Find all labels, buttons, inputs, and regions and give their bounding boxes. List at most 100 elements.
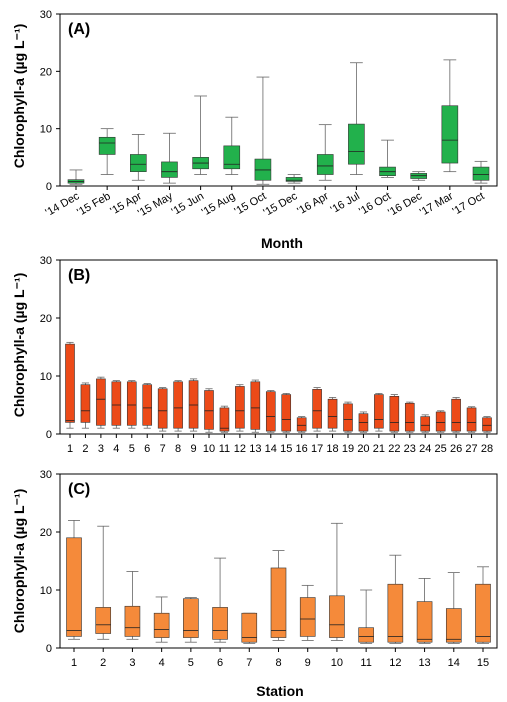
panel-a-boxes xyxy=(67,59,490,185)
x-tick-label: 18 xyxy=(326,443,338,455)
box-iqr xyxy=(389,395,400,432)
x-tick-label: '17 Oct xyxy=(451,190,487,218)
x-tick-label: '15 Oct xyxy=(233,190,269,218)
box-iqr xyxy=(327,398,338,429)
box-iqr xyxy=(96,378,106,426)
x-tick-label: 28 xyxy=(481,443,493,455)
x-tick-label: 20 xyxy=(357,443,369,455)
y-tick-label: 10 xyxy=(40,371,52,383)
x-tick-label: 14 xyxy=(265,443,277,455)
x-tick-label: 7 xyxy=(160,443,166,455)
box-iqr xyxy=(435,411,446,432)
y-tick-label: 20 xyxy=(40,313,52,325)
panel-a-x-axis: '14 Dec'15 Feb'15 Apr'15 May'15 Jun'15 A… xyxy=(43,186,487,220)
x-tick-label: 26 xyxy=(450,443,462,455)
panel-b-label: (B) xyxy=(68,267,90,284)
x-tick-label: '15 Jun xyxy=(170,190,206,218)
x-tick-label: 25 xyxy=(435,443,447,455)
x-tick-label: 4 xyxy=(159,657,165,669)
panel-c-ylabel: Chlorophyll-a (µg L⁻¹) xyxy=(11,489,27,634)
x-tick-label: 23 xyxy=(404,443,416,455)
y-tick-label: 0 xyxy=(46,643,52,655)
box-iqr xyxy=(387,583,404,643)
box-iqr xyxy=(183,598,199,638)
x-tick-label: 8 xyxy=(175,443,181,455)
box-iqr xyxy=(80,384,91,423)
x-tick-label: 24 xyxy=(419,443,431,455)
box-iqr xyxy=(416,601,433,643)
panel-c-x-axis: 1 2 3 4 5 6 7 8 9 10 11 12 13 14 15 xyxy=(71,648,489,669)
box-iqr xyxy=(348,123,365,165)
x-tick-label: 5 xyxy=(188,657,194,669)
box-iqr xyxy=(312,389,322,429)
x-tick-label: 3 xyxy=(129,657,135,669)
box-iqr xyxy=(241,612,258,643)
box-iqr xyxy=(420,416,431,432)
x-tick-label: '15 Dec xyxy=(262,190,300,219)
x-tick-label: '15 Aug xyxy=(200,190,237,219)
x-tick-label: 27 xyxy=(465,443,477,455)
box-iqr xyxy=(142,384,153,426)
x-tick-label: '16 Apr xyxy=(295,190,331,218)
box-iqr xyxy=(343,403,353,432)
box-iqr xyxy=(95,607,112,634)
box-iqr xyxy=(316,154,334,175)
y-tick-label: 0 xyxy=(46,181,52,193)
panel-a-plot-frame xyxy=(59,13,498,187)
panel-a-xlabel: Month xyxy=(261,235,303,251)
box-iqr xyxy=(451,398,461,432)
y-tick-label: 10 xyxy=(40,124,52,136)
box-iqr xyxy=(472,166,490,181)
x-tick-label: '14 Dec xyxy=(43,190,81,219)
x-tick-label: 10 xyxy=(203,443,215,455)
box-iqr xyxy=(212,607,228,640)
box-iqr xyxy=(124,605,141,637)
x-tick-label: 14 xyxy=(448,657,460,669)
x-tick-label: 19 xyxy=(342,443,354,455)
panel-a-ylabel: Chlorophyll-a (µg L⁻¹) xyxy=(11,24,27,169)
y-tick-label: 10 xyxy=(40,585,52,597)
x-tick-label: 6 xyxy=(217,657,223,669)
box-iqr xyxy=(219,407,230,432)
panel-c-label: (C) xyxy=(68,481,90,498)
panel-b-x-axis: 1 2 3 4 5 6 7 8 9 10 11 12 13 14 15 16 17 18 19 20 21 22 23 24 2… xyxy=(67,434,493,455)
x-tick-label: 4 xyxy=(113,443,119,455)
x-tick-label: 17 xyxy=(311,443,323,455)
box-iqr xyxy=(188,380,199,429)
x-tick-label: 8 xyxy=(275,657,281,669)
panel-b-plot-frame xyxy=(59,259,498,435)
box-iqr xyxy=(161,161,178,178)
x-tick-label: 15 xyxy=(477,657,489,669)
x-tick-label: 16 xyxy=(296,443,308,455)
box-iqr xyxy=(482,417,492,432)
x-tick-label: '17 Mar xyxy=(418,190,456,219)
x-tick-label: 15 xyxy=(280,443,292,455)
x-tick-label: 7 xyxy=(246,657,252,669)
panel-c-boxes xyxy=(66,520,491,644)
box-iqr xyxy=(441,105,459,164)
x-tick-label: 3 xyxy=(98,443,104,455)
box-iqr xyxy=(445,608,462,643)
x-tick-label: 1 xyxy=(67,443,73,455)
y-tick-label: 30 xyxy=(40,469,52,481)
x-tick-label: 5 xyxy=(129,443,135,455)
x-tick-label: 13 xyxy=(249,443,261,455)
panel-c-xlabel: Station xyxy=(256,683,303,699)
box-iqr xyxy=(126,381,137,426)
x-tick-label: 9 xyxy=(305,657,311,669)
box-iqr xyxy=(65,343,75,423)
x-tick-label: 10 xyxy=(331,657,343,669)
panel-b-y-axis: 0 10 20 30 xyxy=(40,255,60,441)
panel-b-ylabel: Chlorophyll-a (µg L⁻¹) xyxy=(11,273,27,418)
y-tick-label: 30 xyxy=(40,9,52,21)
x-tick-label: 22 xyxy=(388,443,400,455)
x-tick-label: 12 xyxy=(389,657,401,669)
x-tick-label: 2 xyxy=(100,657,106,669)
box-iqr xyxy=(111,381,122,426)
x-tick-label: 13 xyxy=(418,657,430,669)
y-tick-label: 20 xyxy=(40,66,52,78)
panel-a: Chlorophyll-a (µg L⁻¹) (A) 0 10 20 30 '14 D… xyxy=(11,9,498,251)
box-iqr xyxy=(130,154,147,172)
